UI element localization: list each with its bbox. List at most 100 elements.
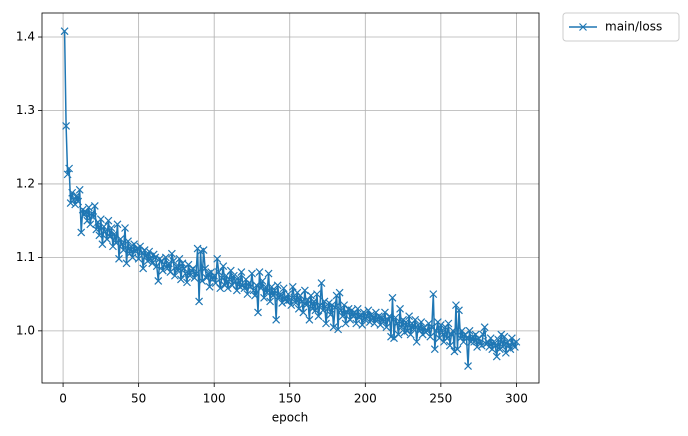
marker	[68, 188, 77, 197]
marker	[379, 318, 388, 326]
marker	[178, 259, 187, 268]
marker	[213, 254, 222, 263]
x-axis-label: epoch	[272, 411, 309, 425]
marker	[320, 297, 329, 306]
marker	[251, 291, 259, 300]
marker	[279, 284, 288, 293]
marker	[255, 268, 264, 277]
marker	[75, 185, 84, 194]
marker	[148, 259, 157, 268]
marker	[426, 332, 435, 341]
marker	[323, 304, 332, 313]
marker	[444, 319, 453, 328]
marker	[317, 279, 326, 288]
marker	[500, 332, 509, 341]
marker	[84, 203, 93, 212]
x-tick-label: 0	[59, 392, 67, 406]
marker	[199, 246, 208, 254]
marker	[134, 254, 143, 263]
marker	[115, 254, 123, 263]
marker	[291, 299, 300, 307]
marker	[452, 301, 460, 310]
marker	[90, 202, 99, 210]
marker	[210, 271, 219, 280]
marker	[512, 337, 521, 346]
marker	[396, 304, 404, 313]
marker	[382, 323, 391, 332]
marker	[104, 216, 113, 225]
line	[63, 31, 518, 367]
y-tick-label: 1.0	[16, 323, 35, 337]
marker	[65, 164, 74, 173]
y-tick-label: 1.1	[16, 250, 35, 264]
marker	[96, 215, 105, 224]
marker	[261, 282, 270, 291]
marker	[506, 345, 515, 354]
marker	[306, 291, 315, 300]
marker	[219, 262, 228, 271]
marker	[377, 313, 386, 322]
marker	[364, 306, 373, 315]
marker	[122, 259, 131, 268]
marker	[445, 341, 454, 350]
marker	[217, 274, 226, 282]
marker	[214, 268, 223, 277]
marker	[146, 254, 155, 263]
marker	[300, 286, 309, 295]
marker	[113, 220, 122, 229]
marker	[177, 275, 185, 284]
marker	[258, 276, 267, 285]
marker	[243, 290, 252, 299]
marker	[269, 291, 278, 300]
marker	[430, 345, 439, 354]
marker	[303, 296, 312, 304]
marker	[226, 266, 235, 275]
marker	[326, 310, 335, 319]
plot-frame	[41, 12, 540, 384]
marker	[81, 207, 90, 216]
marker	[491, 341, 500, 350]
marker	[225, 275, 234, 284]
marker	[432, 326, 441, 335]
x-tick-label: 200	[354, 392, 377, 406]
series	[60, 27, 521, 371]
marker	[455, 306, 463, 315]
marker	[161, 253, 170, 262]
marker	[151, 253, 160, 262]
marker	[62, 121, 71, 130]
marker	[183, 278, 191, 287]
marker	[411, 315, 420, 324]
y-tick-label: 1.4	[16, 30, 35, 44]
legend-label: main/loss	[605, 20, 662, 34]
marker	[507, 334, 516, 343]
marker	[95, 231, 104, 240]
marker	[124, 237, 132, 246]
marker	[381, 308, 389, 317]
marker	[278, 299, 287, 307]
marker	[272, 315, 281, 324]
marker	[423, 326, 432, 335]
marker	[302, 301, 311, 310]
marker	[510, 343, 519, 351]
marker	[180, 264, 188, 273]
marker	[388, 293, 397, 302]
marker	[234, 274, 243, 282]
marker	[579, 23, 587, 31]
marker	[257, 284, 265, 293]
marker	[184, 260, 193, 269]
marker	[121, 224, 129, 232]
marker	[322, 319, 330, 328]
x-tick-label: 300	[505, 392, 528, 406]
marker	[492, 352, 501, 361]
marker	[110, 229, 119, 238]
marker	[223, 284, 232, 293]
marker	[319, 306, 327, 315]
marker	[112, 238, 120, 247]
marker	[494, 335, 503, 344]
marker	[385, 312, 394, 321]
marker	[99, 222, 108, 231]
marker	[285, 296, 294, 304]
x-tick-label: 100	[203, 392, 226, 406]
marker	[340, 301, 349, 310]
marker	[216, 284, 225, 293]
